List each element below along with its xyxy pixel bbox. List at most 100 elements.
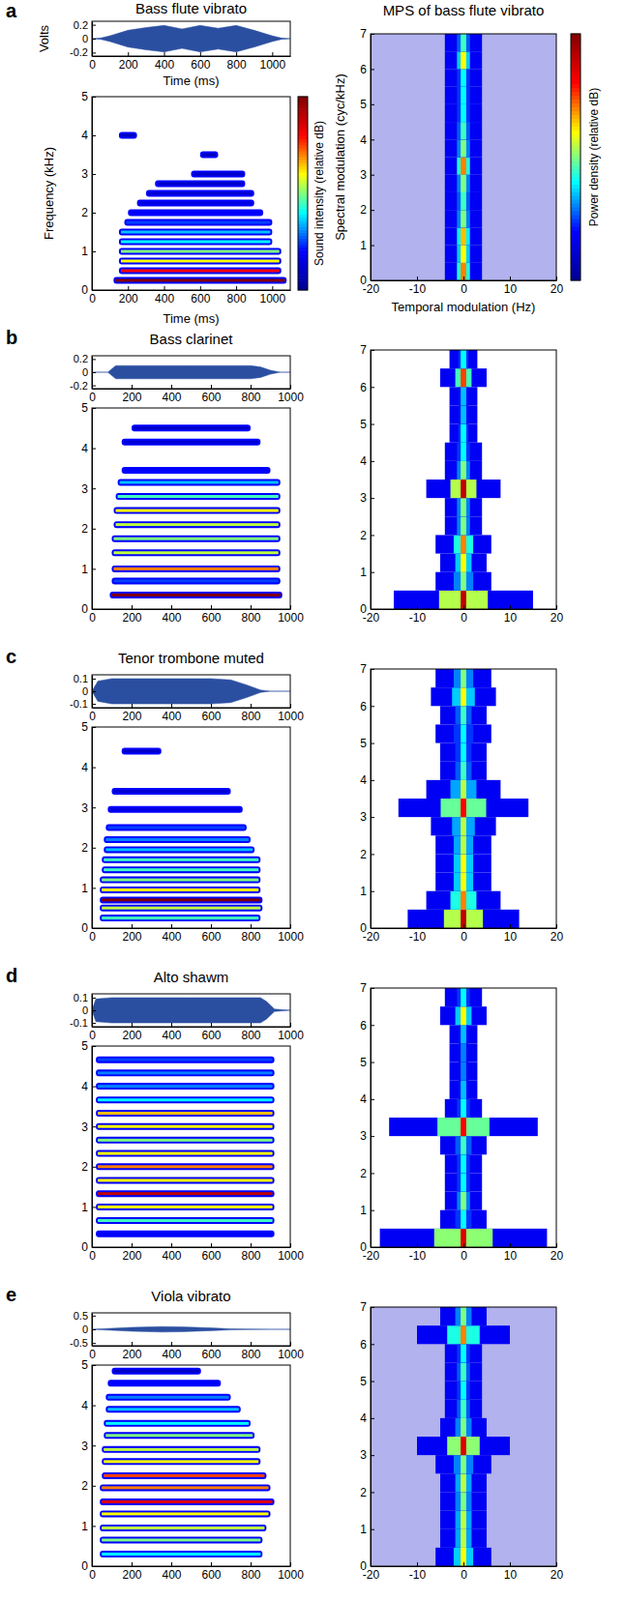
- mps-mid: [455, 1007, 473, 1026]
- tick-mark: [370, 350, 375, 352]
- axis-line: [370, 670, 372, 930]
- tick-mark: [91, 888, 96, 890]
- mps-mid: [455, 1530, 473, 1549]
- mps-spread: [445, 227, 482, 245]
- tick: 0: [81, 602, 96, 617]
- tick-label: 20: [550, 1569, 565, 1583]
- tick: 200: [121, 1244, 142, 1264]
- mps-mid: [455, 1512, 473, 1531]
- y-axis: 01234567: [359, 662, 375, 936]
- mps-mid: [456, 192, 470, 210]
- tick-label: 0.2: [73, 353, 89, 365]
- colorbar-step: [570, 83, 581, 89]
- tick: 600: [201, 1342, 221, 1363]
- tick-label: 10: [504, 282, 518, 297]
- mps-core: [460, 68, 467, 87]
- tick-label: 600: [190, 58, 210, 72]
- tick-mark: [91, 679, 96, 681]
- tick-label: 400: [154, 58, 175, 72]
- tick-label: -10: [409, 611, 427, 625]
- tick-label: 2: [81, 206, 89, 220]
- mps-core: [460, 854, 467, 873]
- tick: 0: [359, 1241, 375, 1255]
- tick-mark: [370, 139, 375, 141]
- tick: 0: [82, 366, 96, 379]
- tick: 3: [81, 1121, 96, 1135]
- tick-mark: [171, 1023, 173, 1028]
- tick: 6: [359, 381, 375, 395]
- tick-mark: [91, 488, 96, 490]
- mps-core: [460, 873, 467, 893]
- tick-label: 0: [89, 292, 96, 306]
- tick: 6: [359, 62, 375, 77]
- axis-title: Temporal modulation (Hz): [391, 299, 536, 315]
- harmonic: [105, 1423, 249, 1427]
- tick-label: 0.1: [73, 992, 89, 1005]
- tick-label: 7: [359, 1301, 367, 1315]
- tick: 400: [161, 1342, 181, 1363]
- mps-spread: [440, 1136, 487, 1156]
- tick-label: 1000: [277, 1348, 304, 1363]
- harmonic: [107, 827, 245, 831]
- tick-label: 20: [550, 1250, 565, 1264]
- tick-label: -0.5: [69, 1338, 89, 1350]
- tick-label: 200: [121, 390, 142, 405]
- tick-mark: [200, 52, 202, 57]
- tick-mark: [556, 605, 558, 610]
- tick-label: 1: [359, 1523, 367, 1538]
- tick-label: 0: [89, 710, 96, 724]
- mps-spread: [445, 33, 482, 52]
- tick: 1: [81, 563, 96, 577]
- tick-mark: [509, 276, 511, 281]
- tick: 1000: [277, 385, 304, 405]
- panel-letter: b: [5, 327, 18, 349]
- harmonic: [103, 1449, 259, 1453]
- y-axis: 012345: [81, 720, 96, 936]
- mps-core: [460, 386, 467, 406]
- tick-label: 400: [154, 292, 175, 306]
- tick: 3: [359, 1130, 375, 1144]
- mps-mid: [455, 1419, 473, 1438]
- tick-mark: [290, 1563, 292, 1568]
- tick-label: 200: [121, 1569, 142, 1583]
- waveform-plot: [91, 365, 291, 380]
- waveform-plot: [91, 998, 291, 1024]
- tick-label: 0: [460, 1569, 468, 1583]
- tick: 0: [82, 32, 96, 45]
- tick-mark: [91, 448, 96, 450]
- axis-line: [91, 1047, 93, 1250]
- tick: 1000: [277, 1342, 304, 1363]
- mps-background: [370, 1308, 557, 1568]
- mps-core: [460, 139, 467, 157]
- y-axis: 01234567: [359, 343, 375, 617]
- tick-label: 0: [460, 611, 468, 625]
- tick-mark: [370, 386, 375, 388]
- harmonic: [97, 1206, 273, 1210]
- colorbar-step: [570, 121, 581, 127]
- mps-core: [460, 1437, 467, 1457]
- x-axis: -20-1001020: [362, 924, 565, 945]
- tick-mark: [91, 96, 96, 98]
- tick-label: 5: [81, 89, 89, 104]
- tick-label: 2: [81, 522, 89, 536]
- tick: 2: [359, 1167, 375, 1182]
- tick-label: 1000: [277, 930, 304, 945]
- tick-mark: [290, 1023, 292, 1028]
- tick-mark: [131, 1023, 133, 1028]
- tick: 0: [82, 1005, 96, 1017]
- tick-label: 2: [359, 203, 367, 217]
- harmonic: [101, 1539, 261, 1543]
- tick-mark: [91, 212, 96, 214]
- mps-plot: [398, 669, 529, 929]
- tick: 7: [359, 982, 375, 996]
- tick: -10: [409, 276, 427, 297]
- mps-mid: [450, 479, 477, 499]
- tick-mark: [210, 1342, 212, 1347]
- harmonic: [148, 192, 253, 196]
- mps-plot: [380, 988, 548, 1249]
- panel-title: Bass flute vibrato: [135, 0, 247, 17]
- tick-mark: [210, 1563, 212, 1568]
- tick-mark: [210, 924, 212, 929]
- tick-mark: [91, 568, 96, 570]
- tick-label: 10: [504, 1569, 518, 1583]
